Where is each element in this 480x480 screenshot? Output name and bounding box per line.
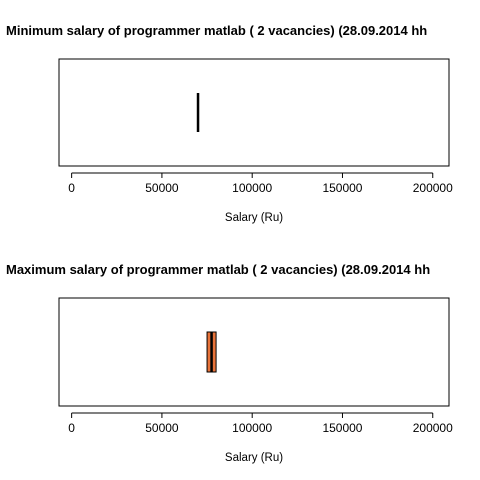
x-tick-label: 200000 bbox=[413, 181, 453, 195]
plot-frame bbox=[58, 58, 450, 167]
x-tick-label: 150000 bbox=[322, 181, 362, 195]
x-tick-label: 50000 bbox=[145, 181, 179, 195]
x-tick-label: 150000 bbox=[322, 421, 362, 435]
x-tick-label: 0 bbox=[68, 181, 75, 195]
x-axis-label: Salary (Ru) bbox=[225, 452, 283, 464]
x-axis: 0 50000 100000 150000 200000 bbox=[68, 412, 453, 435]
boxplot-marks bbox=[206, 331, 217, 373]
x-tick-label: 100000 bbox=[232, 181, 272, 195]
chart-title: Maximum salary of programmer matlab ( 2 … bbox=[6, 262, 430, 277]
x-tick-label: 0 bbox=[68, 421, 75, 435]
chart-title: Minimum salary of programmer matlab ( 2 … bbox=[6, 23, 427, 38]
x-axis: 0 50000 100000 150000 200000 bbox=[68, 172, 453, 195]
panel-maximum-salary: Maximum salary of programmer matlab ( 2 … bbox=[6, 262, 453, 464]
x-tick-label: 200000 bbox=[413, 421, 453, 435]
panel-minimum-salary: Minimum salary of programmer matlab ( 2 … bbox=[6, 23, 453, 224]
x-tick-label: 50000 bbox=[145, 421, 179, 435]
plot-frame bbox=[58, 297, 450, 407]
x-axis-label: Salary (Ru) bbox=[225, 212, 283, 224]
x-tick-label: 100000 bbox=[232, 421, 272, 435]
